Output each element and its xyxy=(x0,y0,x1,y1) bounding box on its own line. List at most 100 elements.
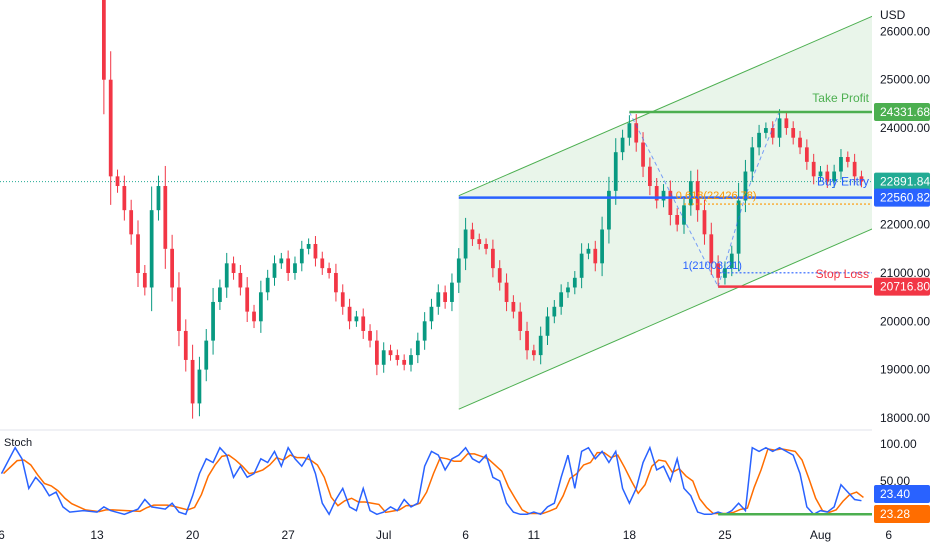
candle xyxy=(163,165,168,269)
candle xyxy=(518,302,523,341)
stoch-title: Stoch xyxy=(4,437,32,449)
candle xyxy=(852,153,857,185)
candle xyxy=(327,262,331,279)
candle xyxy=(647,157,652,196)
candle xyxy=(252,304,256,329)
candle xyxy=(122,175,127,221)
candle xyxy=(716,255,721,286)
candle xyxy=(340,284,345,315)
candle xyxy=(859,170,864,188)
candle xyxy=(845,151,850,168)
date-axis[interactable]: 6 13 20 27 Jul 6 11 18 25 Aug 6 xyxy=(0,528,892,542)
candle xyxy=(395,349,400,366)
candle xyxy=(825,164,830,188)
fib-1-label: 1(21003.21) xyxy=(683,260,742,272)
candle xyxy=(702,199,707,245)
candle xyxy=(402,354,407,371)
candle xyxy=(101,0,106,115)
candle xyxy=(170,234,175,302)
candle xyxy=(415,332,420,364)
candle xyxy=(142,265,147,296)
candle xyxy=(299,240,304,272)
candle xyxy=(279,252,284,269)
candle xyxy=(218,279,222,310)
price-ticks: 26000.00 25000.00 24000.00 22000.00 21000.00… xyxy=(880,24,930,425)
date-tick-label: 20 xyxy=(186,528,200,542)
price-tick-label: 19000.00 xyxy=(880,363,930,377)
candle xyxy=(409,348,413,372)
fib-618-label: 0.618(22426.78) xyxy=(676,190,757,202)
candle xyxy=(347,298,352,330)
candle xyxy=(108,51,113,205)
candle xyxy=(709,222,714,275)
candle xyxy=(368,324,372,348)
candle xyxy=(477,233,482,250)
candle xyxy=(115,169,120,193)
stop-loss-label: Stop Loss xyxy=(816,267,869,281)
current-price-tag: 22891.84 xyxy=(874,172,930,191)
svg-text:24331.68: 24331.68 xyxy=(880,105,930,119)
candle xyxy=(429,298,434,330)
candle xyxy=(224,252,229,298)
candle xyxy=(654,178,659,209)
date-tick-label: 6 xyxy=(885,528,892,542)
candle xyxy=(177,272,181,347)
candle xyxy=(620,129,625,161)
channel-upper-line[interactable] xyxy=(458,11,883,197)
candle xyxy=(190,344,195,419)
candle xyxy=(743,159,748,213)
candle xyxy=(764,122,768,139)
candle xyxy=(538,326,543,365)
candle xyxy=(183,319,188,372)
date-tick-label: 25 xyxy=(718,528,732,542)
candle xyxy=(552,300,557,324)
svg-text:23.40: 23.40 xyxy=(880,487,910,501)
date-tick-label: 6 xyxy=(0,528,5,542)
candle xyxy=(484,238,488,255)
candle xyxy=(470,222,475,246)
candle xyxy=(197,356,202,417)
price-axis[interactable] xyxy=(872,0,932,550)
candle xyxy=(668,180,673,226)
candle xyxy=(361,308,366,339)
take-profit-label: Take Profit xyxy=(812,91,869,105)
candle xyxy=(129,199,134,245)
candle xyxy=(770,121,775,145)
candle xyxy=(613,138,618,205)
candle xyxy=(463,217,468,271)
candle xyxy=(231,256,236,280)
candle xyxy=(136,220,140,287)
candle xyxy=(265,269,270,301)
candles xyxy=(101,0,864,419)
candle xyxy=(525,321,529,360)
candle xyxy=(682,196,686,234)
channel-lower-line[interactable] xyxy=(458,224,883,410)
stoch-d-tag: 23.28 xyxy=(874,505,930,523)
price-tick-label: 25000.00 xyxy=(880,73,930,87)
candle xyxy=(811,153,816,185)
candle xyxy=(839,149,843,180)
candle xyxy=(149,186,154,312)
svg-text:22891.84: 22891.84 xyxy=(880,175,930,189)
candle xyxy=(388,344,393,361)
candle xyxy=(511,295,516,319)
candle xyxy=(545,307,550,345)
candle xyxy=(818,165,823,182)
stoch-ticks: 100.00 50.00 xyxy=(880,437,917,488)
candle xyxy=(320,251,325,275)
candle xyxy=(579,243,584,289)
price-tick-label: 20000.00 xyxy=(880,314,930,328)
candle xyxy=(381,342,386,373)
candle xyxy=(729,245,734,277)
price-tick-label: 21000.00 xyxy=(880,266,930,280)
price-tick-label: 22000.00 xyxy=(880,218,930,232)
candle xyxy=(832,164,837,188)
candle xyxy=(695,169,700,222)
price-tick-label: 26000.00 xyxy=(880,24,930,38)
candle xyxy=(293,256,297,280)
candle xyxy=(272,255,277,286)
date-tick-label: 11 xyxy=(528,528,541,542)
candle xyxy=(245,277,250,323)
